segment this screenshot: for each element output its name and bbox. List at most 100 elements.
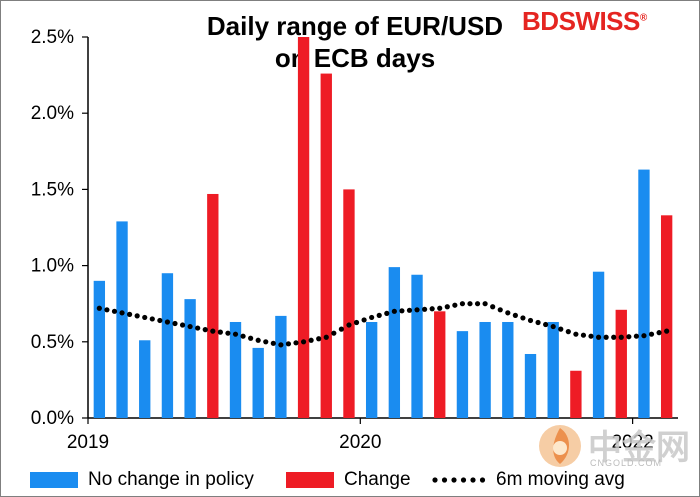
bar-change (660, 215, 673, 418)
legend: No change in policy Change 6m moving avg (30, 466, 690, 494)
legend-item-moving-avg: 6m moving avg (430, 466, 625, 494)
chart-title-line-1: Daily range of EUR/USD (206, 11, 504, 41)
brand-part-2: SWISS (558, 6, 641, 36)
moving-avg-dot (172, 320, 178, 327)
bar-no-change (479, 321, 491, 418)
legend-swatch-moving-avg (432, 477, 486, 483)
bar-no-change (365, 321, 378, 418)
moving-avg-dot (331, 330, 337, 336)
bar-change (434, 311, 446, 418)
moving-avg-dot (482, 301, 488, 307)
moving-avg-dot (429, 306, 435, 312)
legend-item-change: Change (286, 466, 411, 494)
moving-avg-dot (232, 331, 239, 337)
x-tick-label: 2019 (67, 432, 109, 453)
moving-avg-dot (444, 304, 450, 310)
bar-no-change (275, 315, 287, 418)
moving-avg-dot (414, 307, 420, 313)
bar-no-change (252, 347, 264, 418)
bar-no-change (229, 321, 242, 418)
y-tick-label: 1.5% (31, 179, 74, 200)
y-tick-label: 2.5% (31, 27, 74, 48)
moving-avg-dot (369, 314, 375, 321)
legend-label-moving-avg: 6m moving avg (496, 469, 625, 490)
moving-avg-dot (119, 310, 125, 316)
cngold-logo-icon (539, 425, 581, 467)
legend-dot (460, 477, 467, 483)
moving-avg-dot (595, 334, 602, 340)
brand-part-1: BD (522, 6, 559, 36)
moving-avg-dot (157, 317, 163, 324)
legend-swatch-no-change (30, 472, 78, 488)
moving-avg-dot (164, 319, 171, 325)
legend-dot (451, 477, 457, 483)
watermark-text: 中金网 (588, 428, 690, 468)
moving-avg-dot (535, 319, 541, 326)
moving-avg-dot (202, 327, 208, 333)
legend-dot (470, 477, 476, 483)
moving-avg-dot (127, 311, 133, 317)
bar-change (297, 37, 310, 418)
moving-avg-dot (300, 339, 307, 345)
bar-change (343, 189, 355, 418)
legend-dot (432, 477, 438, 483)
moving-avg-dot (626, 334, 632, 340)
moving-avg-dot (391, 308, 397, 314)
bar-no-change (161, 273, 174, 418)
brand-mark: ® (639, 12, 647, 24)
moving-avg-dot (225, 330, 231, 336)
moving-avg-dot (580, 332, 587, 338)
bar-no-change (116, 221, 128, 418)
y-tick-label: 0.0% (31, 408, 74, 429)
bar-no-change (93, 280, 106, 418)
moving-avg-dot (217, 329, 223, 335)
moving-avg-dot (263, 339, 269, 345)
moving-avg-dot (497, 307, 503, 313)
moving-avg-dot (611, 334, 617, 340)
moving-avg-dot (406, 307, 413, 313)
moving-avg-dot (399, 308, 405, 314)
moving-avg-dot (384, 310, 390, 316)
moving-avg-dot (346, 322, 352, 328)
moving-avg-dot (422, 306, 428, 312)
moving-avg-dot (278, 342, 284, 348)
bar-change (615, 309, 627, 418)
moving-avg-dot (550, 323, 556, 330)
moving-avg-dot (96, 305, 102, 311)
moving-avg-dot (316, 336, 322, 342)
moving-avg-dot (353, 319, 360, 326)
moving-avg-dot (187, 323, 193, 330)
moving-avg-dot (293, 340, 299, 346)
moving-avg-dot (603, 334, 609, 340)
moving-avg-dot (656, 330, 662, 336)
moving-avg-dot (104, 307, 110, 313)
bar-no-change (524, 353, 537, 418)
legend-item-no-change: No change in policy (30, 466, 254, 494)
moving-avg-dot (641, 333, 647, 339)
moving-avg-dot (520, 315, 526, 321)
legend-swatch-change (286, 472, 334, 488)
moving-avg-dot (512, 312, 518, 318)
moving-avg-dot (323, 334, 329, 340)
bar-no-change (456, 331, 469, 418)
legend-label-no-change: No change in policy (88, 469, 254, 490)
moving-avg-dot (142, 314, 148, 321)
moving-avg-dot (255, 337, 261, 343)
moving-avg-dot (505, 310, 511, 316)
moving-avg-dot (179, 322, 186, 328)
moving-avg-dot (210, 328, 216, 334)
moving-avg-dot (459, 301, 466, 307)
moving-avg-dot (565, 329, 571, 335)
moving-avg-dot (134, 313, 140, 319)
bar-no-change (502, 321, 514, 418)
bdswiss-logo: BDSWISS® (522, 6, 647, 37)
moving-avg-dot (527, 317, 534, 324)
bar-no-change (184, 299, 196, 418)
moving-avg-dot (618, 334, 624, 340)
moving-avg-dot (149, 316, 155, 322)
moving-avg-dot (240, 333, 246, 339)
moving-avg-dot (111, 308, 118, 314)
moving-avg-dot (474, 301, 481, 307)
moving-avg-dot (308, 337, 314, 343)
